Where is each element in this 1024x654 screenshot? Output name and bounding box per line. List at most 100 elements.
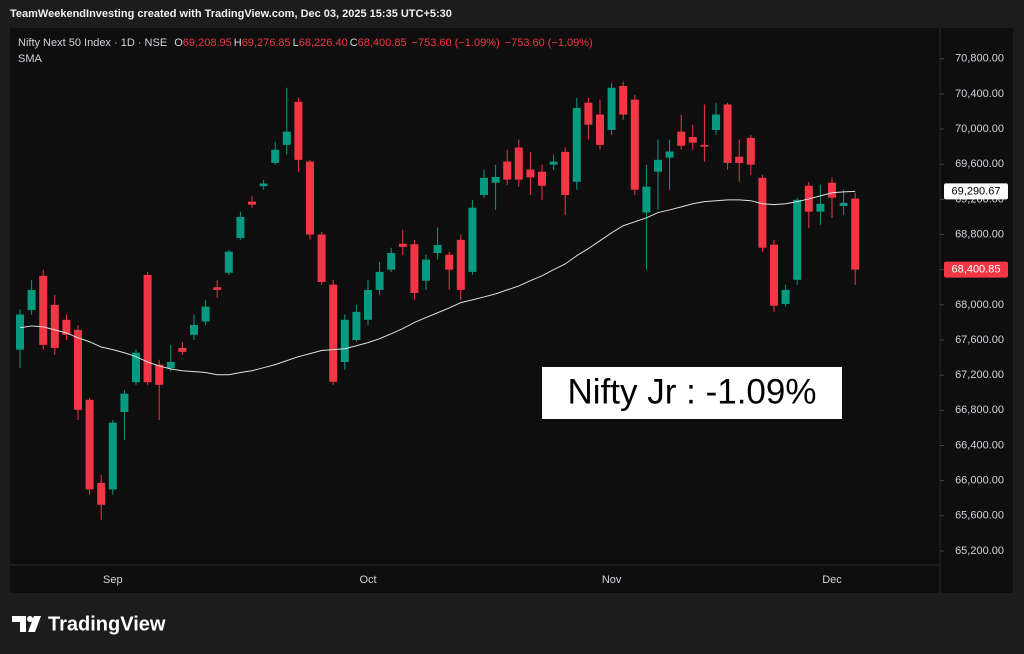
symbol: Nifty Next 50 Index · 1D · NSE <box>18 37 167 49</box>
candle-body <box>155 364 164 385</box>
close-price-label: 68,400.85 <box>952 264 1001 276</box>
candle-body <box>445 254 454 270</box>
candle-body <box>410 244 419 293</box>
candle-body <box>503 161 512 180</box>
indicator-name: SMA <box>18 53 43 65</box>
candle-body <box>549 161 558 165</box>
candle-body <box>375 271 384 290</box>
y-tick-label: 68,000.00 <box>955 299 1004 311</box>
change: −753.60 (−1.09%) <box>412 37 500 49</box>
candle-body <box>526 169 535 178</box>
sma-price-tag <box>944 183 1008 200</box>
candle-body <box>688 136 697 143</box>
plot <box>16 81 860 520</box>
ohlc-key: L <box>293 37 299 49</box>
candle-body <box>190 325 198 335</box>
candle-body <box>143 274 152 383</box>
candle-body <box>62 319 71 335</box>
y-tick-label: 65,200.00 <box>955 545 1004 557</box>
ohlc: O69,208.95 H69,276.85 L68,226.40 C68,400.85… <box>174 37 593 49</box>
candle-body <box>665 151 674 158</box>
y-tick-label: 67,600.00 <box>955 334 1004 346</box>
y-tick-label: 70,000.00 <box>955 123 1004 135</box>
y-tick-label: 66,800.00 <box>955 404 1004 416</box>
candle-body <box>259 183 268 187</box>
annotation: Nifty Jr : -1.09% <box>568 372 817 411</box>
y-tick-label: 69,600.00 <box>955 158 1004 170</box>
candle-body <box>839 202 848 206</box>
candle-body <box>271 149 280 163</box>
y-tick-label: 70,800.00 <box>955 53 1004 65</box>
candle-body <box>572 107 581 182</box>
ohlc-value: 69,276.85 <box>242 37 291 49</box>
x-tick-label: Sep <box>103 574 123 586</box>
x-tick-label: Nov <box>602 574 622 586</box>
y-tick-label: 66,000.00 <box>955 475 1004 487</box>
candle-body <box>538 171 546 186</box>
candle-body <box>39 275 48 345</box>
candle-body <box>630 99 639 190</box>
candle-body <box>108 422 117 490</box>
candle-body <box>27 289 36 311</box>
candle-body <box>816 203 825 212</box>
candle-body <box>723 104 732 163</box>
candle-body <box>120 393 129 413</box>
candle-body <box>306 161 314 235</box>
ohlc-value: 68,400.85 <box>358 37 407 49</box>
annotation-box <box>542 367 842 419</box>
candle-body <box>828 182 836 198</box>
candle-body <box>433 245 442 253</box>
y-tick-label: 68,800.00 <box>955 228 1004 240</box>
ohlc-key: H <box>234 37 242 49</box>
brand: TradingView <box>48 613 166 635</box>
change: −753.60 (−1.09%) <box>505 37 593 49</box>
candle-body <box>793 199 802 280</box>
candle-body <box>352 311 361 341</box>
logo-icon <box>28 616 41 632</box>
candle-body <box>596 114 604 145</box>
candle-body <box>654 159 662 172</box>
candle-body <box>50 304 59 348</box>
candle-body <box>514 147 523 180</box>
candle-body <box>178 347 187 352</box>
ohlc-key: O <box>174 37 183 49</box>
ohlc-key: C <box>350 37 358 49</box>
logo-icon <box>27 616 33 622</box>
y-tick-label: 65,600.00 <box>955 510 1004 522</box>
candle-body <box>677 131 686 146</box>
candle-body <box>97 482 106 505</box>
candle-body <box>584 102 593 125</box>
candle-body <box>329 284 338 382</box>
logo-icon <box>12 616 26 632</box>
legend-line: Nifty Next 50 Index · 1D · NSE O69,208.9… <box>18 37 593 49</box>
candle-body <box>712 114 720 130</box>
candle-body <box>700 144 709 147</box>
candle-body <box>236 216 245 239</box>
candle-body <box>132 352 140 383</box>
ohlc-value: 68,226.40 <box>299 37 348 49</box>
candle-body <box>224 251 233 273</box>
candle-body <box>735 156 744 163</box>
candle-body <box>607 87 616 130</box>
candle-body <box>201 306 210 322</box>
sma-line <box>19 190 856 376</box>
close-price-tag <box>944 261 1008 278</box>
candle-body <box>480 177 488 195</box>
candle-body <box>491 176 500 183</box>
candle-body <box>364 289 372 320</box>
candle-body <box>166 361 175 369</box>
candle-body <box>85 399 94 490</box>
x-tick-label: Oct <box>359 574 376 586</box>
candle-body <box>770 244 778 306</box>
candle-body <box>74 329 82 410</box>
candle-body <box>758 177 767 248</box>
x-tick-label: Dec <box>822 574 842 586</box>
candle-body <box>317 234 326 282</box>
ohlc-value: 69,208.95 <box>183 37 232 49</box>
candle-body <box>468 207 477 272</box>
candle-body <box>456 239 465 290</box>
candle-body <box>746 137 755 165</box>
candle-body <box>642 186 651 213</box>
sma-price-label: 69,290.67 <box>952 185 1001 197</box>
